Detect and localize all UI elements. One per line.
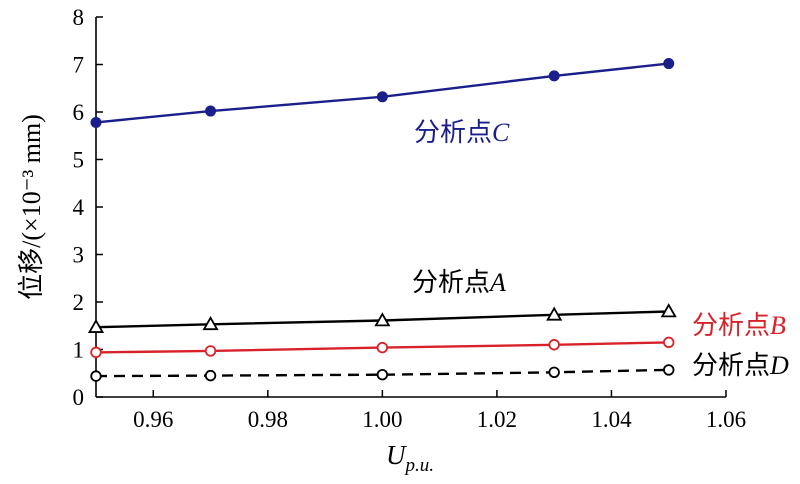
axes	[95, 17, 726, 398]
series-label-letter: B	[770, 311, 786, 340]
data-point	[663, 364, 675, 376]
data-point	[376, 341, 389, 354]
data-point	[546, 306, 563, 321]
data-point	[548, 339, 560, 351]
series-A	[87, 303, 677, 333]
series-label-C: 分析点C	[414, 118, 510, 147]
y-tick-label: 4	[73, 195, 85, 220]
data-point	[548, 366, 560, 379]
x-tick-label: 1.06	[706, 407, 746, 432]
data-point	[90, 346, 102, 359]
series-label-B: 分析点B	[692, 311, 786, 340]
data-point	[205, 105, 217, 117]
y-axis-label: 位移/(×10⁻³ mm)	[17, 114, 46, 300]
series-label-prefix: 分析点	[412, 268, 490, 297]
data-point	[548, 70, 560, 82]
series-line	[95, 368, 669, 378]
y-axis-ticks: 0 1 2 3 4 5 6 7 8	[73, 5, 103, 410]
data-point	[376, 368, 389, 381]
data-point	[376, 91, 388, 103]
x-tick-label: 1.02	[477, 407, 517, 432]
series-label-letter: A	[488, 268, 506, 297]
y-tick-label: 0	[73, 385, 85, 410]
y-tick-label: 8	[73, 5, 85, 30]
y-tick-label: 6	[73, 100, 85, 125]
x-axis-label: Up.u.	[386, 440, 434, 476]
data-point	[87, 318, 105, 333]
series-group	[87, 58, 677, 382]
series-B	[90, 336, 675, 359]
y-tick-label: 2	[73, 290, 85, 315]
series-label-prefix: 分析点	[692, 311, 770, 340]
x-tick-label: 0.96	[133, 407, 173, 432]
data-point	[663, 336, 675, 349]
series-label-letter: C	[492, 118, 510, 147]
x-axis-label-main: U	[386, 440, 407, 470]
x-tick-label: 0.98	[248, 407, 288, 432]
data-point	[663, 58, 675, 70]
y-tick-label: 5	[73, 148, 85, 173]
data-point	[90, 116, 102, 128]
series-label-D: 分析点D	[692, 351, 789, 380]
series-label-prefix: 分析点	[692, 351, 770, 380]
y-tick-label: 7	[73, 53, 85, 78]
data-point	[202, 316, 219, 331]
series-label-letter: D	[769, 351, 789, 380]
x-tick-label: 1.04	[591, 407, 632, 432]
data-point	[204, 345, 217, 357]
data-point	[374, 312, 391, 327]
data-point	[660, 303, 677, 318]
y-tick-label: 1	[73, 338, 85, 363]
y-tick-label: 3	[73, 243, 85, 268]
x-tick-label: 1.00	[362, 407, 402, 432]
x-axis-ticks: 0.96 0.98 1.00 1.02 1.04 1.06	[133, 390, 746, 432]
series-D	[90, 364, 675, 382]
series-label-prefix: 分析点	[414, 118, 492, 147]
series-C	[90, 58, 675, 128]
data-point	[90, 370, 102, 382]
x-axis-label-sub: p.u.	[404, 455, 435, 476]
series-label-A: 分析点A	[412, 268, 506, 297]
data-point	[204, 369, 217, 382]
